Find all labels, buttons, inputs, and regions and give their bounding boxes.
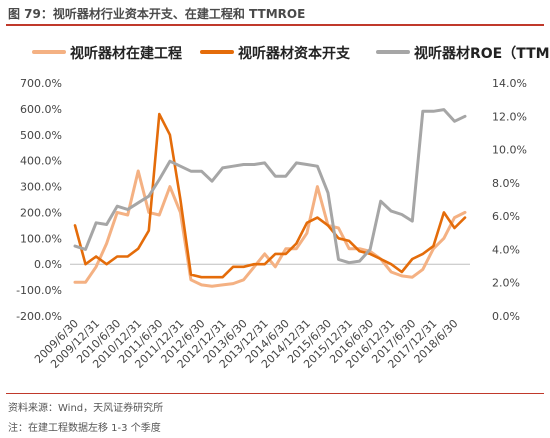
left-tick-label: 100.0%: [20, 232, 62, 245]
legend-label: 视听器材ROE（TTM）: [414, 45, 550, 62]
right-tick-label: 14.0%: [492, 77, 527, 90]
right-tick-label: 12.0%: [492, 110, 527, 123]
right-tick-label: 6.0%: [492, 210, 520, 223]
left-tick-label: -100.0%: [16, 284, 62, 297]
figure-title: 图 79：视听器材行业资本开支、在建工程和 TTMROE: [8, 7, 306, 21]
source-note: 资料来源：Wind，天风证券研究所: [8, 403, 164, 414]
left-tick-label: 400.0%: [20, 155, 62, 168]
left-y-axis: -200.0% -100.0% 0.0% 100.0% 200.0% 300.0% 400.…: [16, 77, 62, 323]
header-divider: [6, 24, 544, 26]
left-tick-label: -200.0%: [16, 310, 62, 323]
series-line: [73, 169, 467, 288]
left-tick-label: 600.0%: [20, 103, 62, 116]
footer-divider: [6, 393, 544, 394]
x-axis: 2009/6/302009/12/312010/6/302010/12/3120…: [32, 263, 470, 371]
right-tick-label: 2.0%: [492, 277, 520, 290]
left-tick-label: 300.0%: [20, 181, 62, 194]
line-chart: 视听器材在建工程 视听器材资本开支 视听器材ROE（TTM） -200.0% -100…: [16, 45, 550, 371]
figure-header: 图 79：视听器材行业资本开支、在建工程和 TTMROE: [0, 0, 550, 26]
right-tick-label: 10.0%: [492, 144, 527, 157]
series-line: [73, 112, 467, 279]
right-tick-label: 4.0%: [492, 243, 520, 256]
series-line: [73, 108, 467, 265]
chart-legend: 视听器材在建工程 视听器材资本开支 视听器材ROE（TTM）: [32, 45, 550, 62]
right-tick-label: 8.0%: [492, 177, 520, 190]
left-tick-label: 200.0%: [20, 206, 62, 219]
left-tick-label: 500.0%: [20, 129, 62, 142]
right-tick-label: 0.0%: [492, 310, 520, 323]
left-tick-label: 0.0%: [34, 258, 62, 271]
footnote: 注：在建工程数据左移 1-3 个季度: [8, 423, 161, 434]
legend-label: 视听器材资本开支: [238, 45, 351, 62]
legend-label: 视听器材在建工程: [70, 45, 182, 62]
left-tick-label: 700.0%: [20, 77, 62, 90]
series-layer: [73, 108, 467, 288]
right-y-axis: 0.0% 2.0% 4.0% 6.0% 8.0% 10.0% 12.0% 14.0%: [492, 77, 527, 323]
